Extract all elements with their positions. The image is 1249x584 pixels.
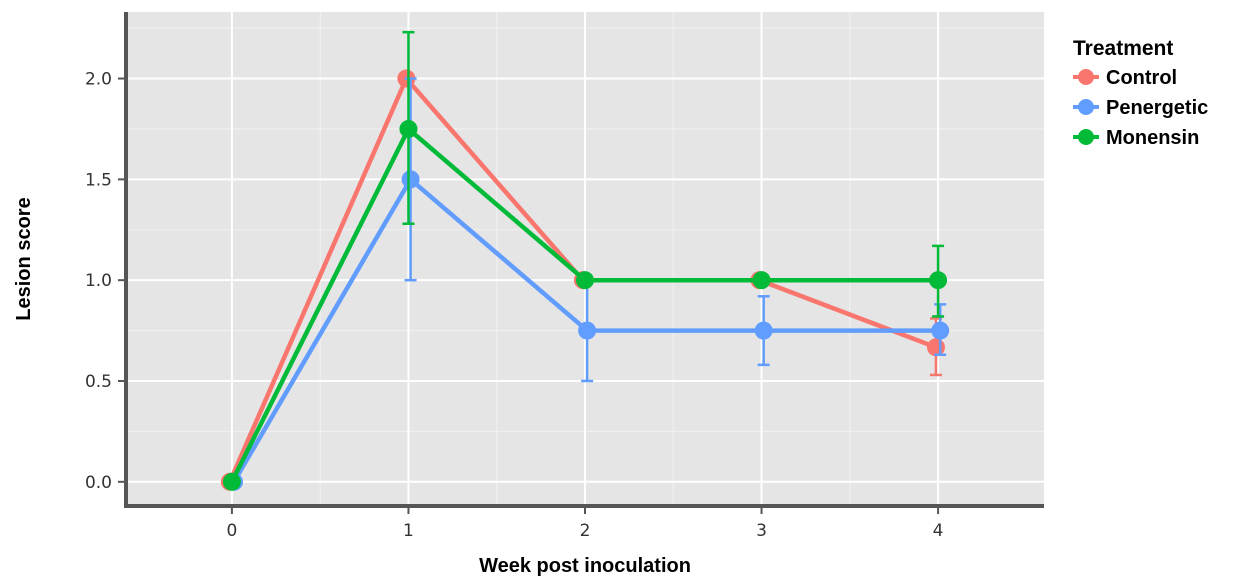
legend: Treatment Control Penergetic Monensin — [1073, 37, 1208, 149]
data-point — [401, 170, 420, 189]
tick-labels: 0.0 0.5 1.0 1.5 2.0 0 1 2 3 4 — [85, 70, 944, 541]
x-axis-title: Week post inoculation — [479, 555, 691, 577]
series — [220, 30, 950, 491]
axes — [118, 12, 1044, 514]
data-point — [929, 271, 948, 290]
y-tick-label: 1.0 — [85, 271, 112, 291]
series-monensin — [222, 30, 948, 491]
data-point — [222, 472, 241, 491]
x-tick-label: 2 — [580, 521, 591, 541]
legend-key-point — [1078, 99, 1094, 115]
x-tick-label: 1 — [403, 521, 414, 541]
y-tick-label: 2.0 — [85, 70, 112, 90]
x-tick-label: 0 — [227, 521, 238, 541]
y-tick-label: 0.5 — [85, 372, 112, 392]
y-tick-label: 0.0 — [85, 473, 112, 493]
y-axis-title: Lesion score — [13, 197, 35, 320]
data-point — [576, 271, 594, 290]
data-point — [752, 271, 771, 290]
data-point — [754, 321, 773, 340]
legend-item-label: Control — [1106, 67, 1177, 89]
legend-key-point — [1078, 69, 1094, 85]
legend-item-label: Monensin — [1106, 127, 1199, 149]
data-point — [399, 119, 418, 138]
data-point — [578, 321, 597, 340]
data-point — [931, 321, 950, 340]
x-tick-label: 3 — [756, 521, 767, 541]
legend-title: Treatment — [1073, 37, 1173, 60]
y-tick-label: 1.5 — [85, 170, 112, 190]
legend-key-point — [1078, 129, 1094, 145]
legend-item-label: Penergetic — [1106, 97, 1208, 119]
x-tick-label: 4 — [933, 521, 944, 541]
